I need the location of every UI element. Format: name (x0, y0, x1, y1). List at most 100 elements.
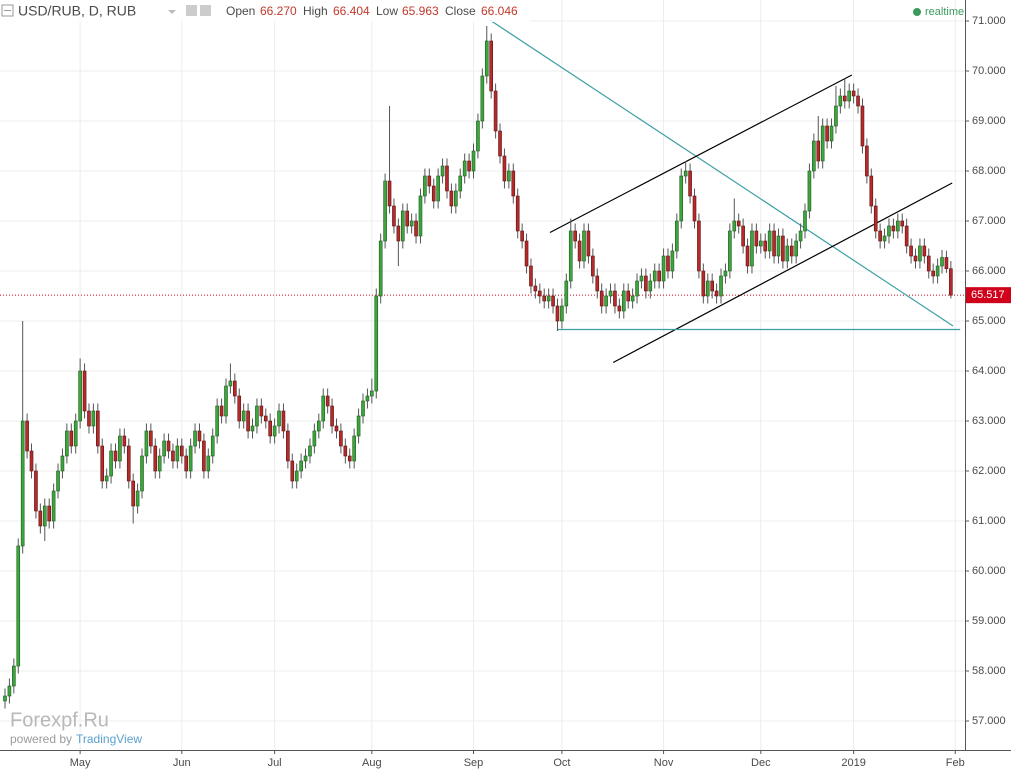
candle-body (383, 180, 387, 242)
candle-body (436, 175, 440, 202)
candle-body (109, 450, 113, 477)
y-tick-label: 58.000 (972, 665, 1006, 677)
candle-body (626, 290, 631, 302)
candle-body (175, 445, 180, 462)
trendline (549, 74, 853, 234)
candle-body (126, 445, 131, 482)
candle-body (290, 460, 295, 482)
candle-body (675, 220, 679, 252)
candle-body (471, 150, 476, 172)
candle-body (113, 450, 118, 462)
candle-body (135, 490, 140, 507)
candle-body (56, 470, 60, 492)
candle-body (608, 290, 613, 297)
candle-body (820, 125, 825, 162)
candle-body (418, 195, 423, 237)
candle-body (834, 105, 838, 127)
candle-body (573, 230, 577, 242)
candle-body (317, 420, 321, 432)
candle-body (652, 270, 657, 282)
low-label: Low (376, 4, 398, 18)
candle-body (829, 125, 834, 142)
candle-body (78, 370, 82, 422)
candle-body (202, 440, 206, 472)
y-tick-label: 59.000 (972, 615, 1006, 627)
candle-body (162, 440, 166, 457)
candle-body (568, 230, 573, 282)
candle-body (794, 240, 798, 257)
candle-body (701, 270, 706, 297)
candle-body (555, 305, 560, 322)
candle-body (719, 275, 723, 297)
x-tick-label: Nov (654, 757, 674, 769)
candle-body (750, 230, 754, 267)
candle-body (431, 185, 436, 202)
candle-body (785, 245, 790, 262)
candle-body (206, 455, 211, 472)
candle-body (87, 410, 91, 427)
candle-body (166, 440, 171, 452)
collapse-icon[interactable] (1, 4, 14, 17)
candle-body (710, 280, 714, 292)
candle-body (241, 410, 246, 422)
candle-body (524, 240, 529, 267)
candle-body (697, 220, 701, 272)
candle-body (860, 105, 865, 147)
candle-body (396, 225, 401, 242)
open-label: Open (226, 4, 255, 18)
candle-body (361, 400, 365, 417)
y-tick-label: 66.000 (972, 265, 1006, 277)
candle-body (838, 95, 843, 107)
settings-icon[interactable] (186, 5, 197, 16)
candle-body (617, 305, 622, 312)
candle-body (688, 170, 692, 197)
candle-body (370, 390, 374, 397)
candle-body (489, 40, 493, 92)
high-label: High (303, 4, 328, 18)
x-tick-label: Aug (362, 757, 382, 769)
candle-body (3, 695, 7, 702)
candle-body (732, 220, 737, 232)
candle-body (272, 425, 277, 437)
candle-body (692, 195, 697, 222)
candle-body (374, 295, 379, 392)
candle-body (65, 430, 69, 457)
candle-body (789, 245, 794, 257)
candle-body (233, 380, 237, 397)
candle-body (259, 405, 264, 417)
candle-body (480, 75, 485, 122)
candle-body (630, 295, 635, 302)
candle-body (887, 225, 891, 237)
y-tick-label: 62.000 (972, 465, 1006, 477)
candle-body (392, 205, 396, 227)
y-tick-label: 64.000 (972, 365, 1006, 377)
candle-body (648, 280, 653, 292)
watermark: Forexpf.Ru (10, 709, 109, 731)
provider-link[interactable]: TradingView (76, 732, 142, 746)
candle-body (595, 275, 600, 292)
candle-body (586, 230, 591, 257)
candle-body (538, 290, 542, 297)
y-tick-label: 68.000 (972, 165, 1006, 177)
candle-body (16, 545, 21, 667)
candle-body (772, 230, 776, 257)
candle-body (781, 235, 785, 262)
candle-body (635, 280, 639, 297)
candle-body (414, 220, 418, 237)
candle-body (529, 265, 533, 287)
candle-body (263, 415, 268, 422)
candle-body (551, 295, 555, 307)
candle-body (51, 490, 56, 522)
symbol-menu-arrow[interactable] (168, 10, 176, 14)
y-tick-label: 63.000 (972, 415, 1006, 427)
candle-body (736, 220, 741, 227)
realtime-status: realtime (925, 6, 964, 18)
candle-body (842, 95, 847, 102)
candle-body (400, 210, 405, 242)
candle-body (255, 405, 259, 427)
candle-body (767, 230, 772, 252)
y-tick-label: 69.000 (972, 115, 1006, 127)
candle-body (157, 455, 162, 472)
close-icon[interactable] (200, 5, 211, 16)
